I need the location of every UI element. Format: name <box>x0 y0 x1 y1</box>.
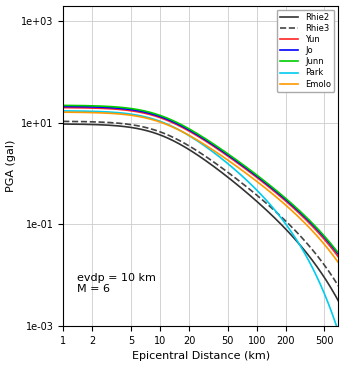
Legend: Rhie2, Rhie3, Yun, Jo, Junn, Park, Emolo: Rhie2, Rhie3, Yun, Jo, Junn, Park, Emolo <box>277 10 334 92</box>
Junn <box>287 199 291 203</box>
Emolo <box>194 137 198 141</box>
Line: Rhie3: Rhie3 <box>63 121 338 286</box>
Line: Yun: Yun <box>63 108 338 257</box>
Junn <box>61 103 65 108</box>
Park <box>210 149 214 153</box>
Text: evdp = 10 km
M = 6: evdp = 10 km M = 6 <box>77 273 156 294</box>
Emolo <box>336 261 341 265</box>
Rhie2 <box>194 152 198 156</box>
Jo <box>210 142 214 146</box>
Emolo <box>192 136 196 140</box>
Junn <box>194 130 198 135</box>
Rhie3 <box>330 273 334 278</box>
Rhie3 <box>192 147 196 151</box>
Junn <box>210 141 214 145</box>
Jo <box>194 131 198 136</box>
Emolo <box>287 206 291 210</box>
Emolo <box>210 147 214 152</box>
Park <box>225 161 229 165</box>
Emolo <box>225 157 229 162</box>
X-axis label: Epicentral Distance (km): Epicentral Distance (km) <box>132 352 270 361</box>
Jo <box>336 252 341 257</box>
Rhie3 <box>61 119 65 124</box>
Yun <box>210 143 214 148</box>
Yun <box>330 246 334 251</box>
Yun <box>287 201 291 206</box>
Line: Park: Park <box>63 111 338 332</box>
Park <box>336 330 341 334</box>
Rhie3 <box>336 284 341 288</box>
Y-axis label: PGA (gal): PGA (gal) <box>6 140 15 192</box>
Emolo <box>61 110 65 115</box>
Junn <box>330 243 334 247</box>
Line: Junn: Junn <box>63 105 338 253</box>
Jo <box>330 244 334 248</box>
Rhie2 <box>192 150 196 155</box>
Rhie2 <box>210 163 214 167</box>
Park <box>287 226 291 230</box>
Jo <box>287 200 291 204</box>
Yun <box>194 133 198 137</box>
Jo <box>225 152 229 156</box>
Rhie3 <box>225 170 229 174</box>
Rhie3 <box>210 159 214 163</box>
Rhie2 <box>336 299 341 303</box>
Line: Rhie2: Rhie2 <box>63 124 338 301</box>
Park <box>194 138 198 142</box>
Park <box>61 109 65 113</box>
Yun <box>225 153 229 158</box>
Yun <box>336 255 341 259</box>
Rhie2 <box>330 287 334 292</box>
Line: Emolo: Emolo <box>63 112 338 263</box>
Park <box>330 310 334 315</box>
Rhie3 <box>287 222 291 226</box>
Rhie2 <box>225 174 229 179</box>
Yun <box>61 105 65 110</box>
Rhie2 <box>287 230 291 235</box>
Junn <box>225 151 229 155</box>
Rhie3 <box>194 148 198 152</box>
Rhie2 <box>61 122 65 126</box>
Jo <box>192 131 196 135</box>
Emolo <box>330 251 334 256</box>
Line: Jo: Jo <box>63 106 338 254</box>
Junn <box>192 130 196 134</box>
Jo <box>61 104 65 109</box>
Park <box>192 137 196 141</box>
Yun <box>192 132 196 136</box>
Junn <box>336 251 341 255</box>
